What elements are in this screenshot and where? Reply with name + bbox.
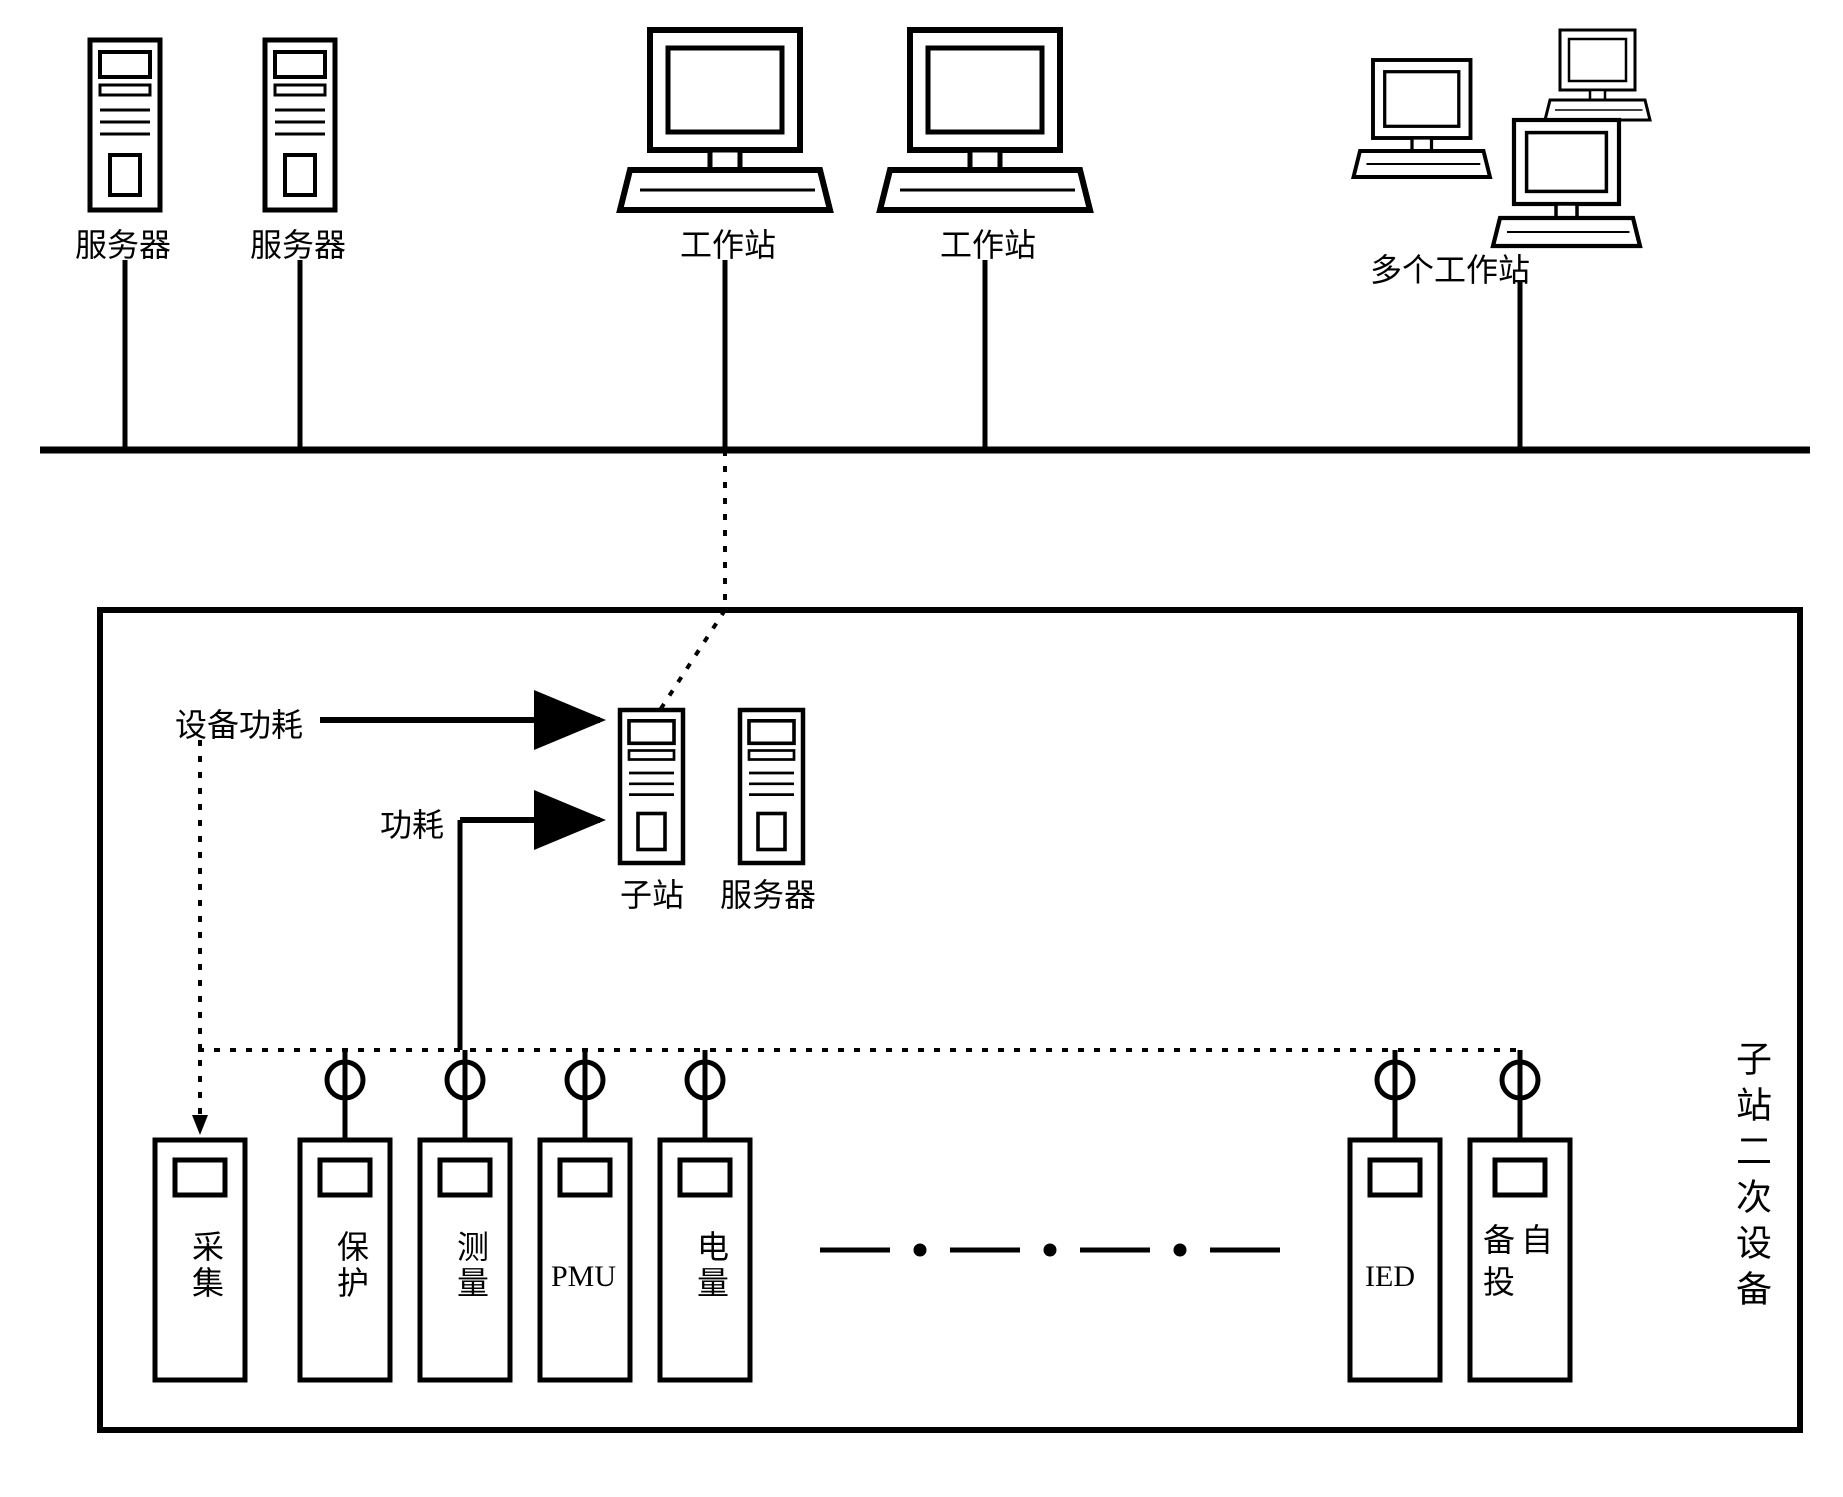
- sub-server-label-1: 子站: [620, 870, 684, 916]
- server-label-1: 服务器: [75, 220, 171, 266]
- device-label-caiji: 采集: [183, 1230, 229, 1302]
- arrow2-label: 功耗: [380, 800, 444, 846]
- multi-workstation-icon: [1354, 30, 1651, 246]
- sub-server-2: [740, 710, 803, 863]
- device-label-celiang: 测量: [448, 1230, 494, 1302]
- workstation-label-1: 工作站: [680, 220, 776, 266]
- sub-server-label-2: 服务器: [720, 870, 816, 916]
- workstation-icon-2: [880, 30, 1090, 210]
- device-label-baohu: 保护: [328, 1230, 374, 1302]
- server-icon-2: [265, 40, 335, 210]
- device-label-bzt-grid: 备自 投: [1483, 1220, 1553, 1303]
- server-icon-1: [90, 40, 160, 210]
- device-label-ied: IED: [1365, 1260, 1415, 1294]
- server-label-2: 服务器: [250, 220, 346, 266]
- device-label-pmu: PMU: [551, 1260, 616, 1294]
- device-label-dianliang: 电量: [688, 1230, 734, 1302]
- workstation-icon-1: [620, 30, 830, 210]
- substation-side-label: 子站二次设备: [1725, 1040, 1777, 1316]
- diagram-canvas: 服务器 服务器 工作站 工作站 多个工作站 设备功耗 功耗 子站 服务器 采集 …: [20, 20, 1843, 1477]
- arrow1-label: 设备功耗: [175, 700, 303, 746]
- multi-workstation-label: 多个工作站: [1370, 245, 1530, 291]
- workstation-label-2: 工作站: [940, 220, 1036, 266]
- sub-server-1: [620, 710, 683, 863]
